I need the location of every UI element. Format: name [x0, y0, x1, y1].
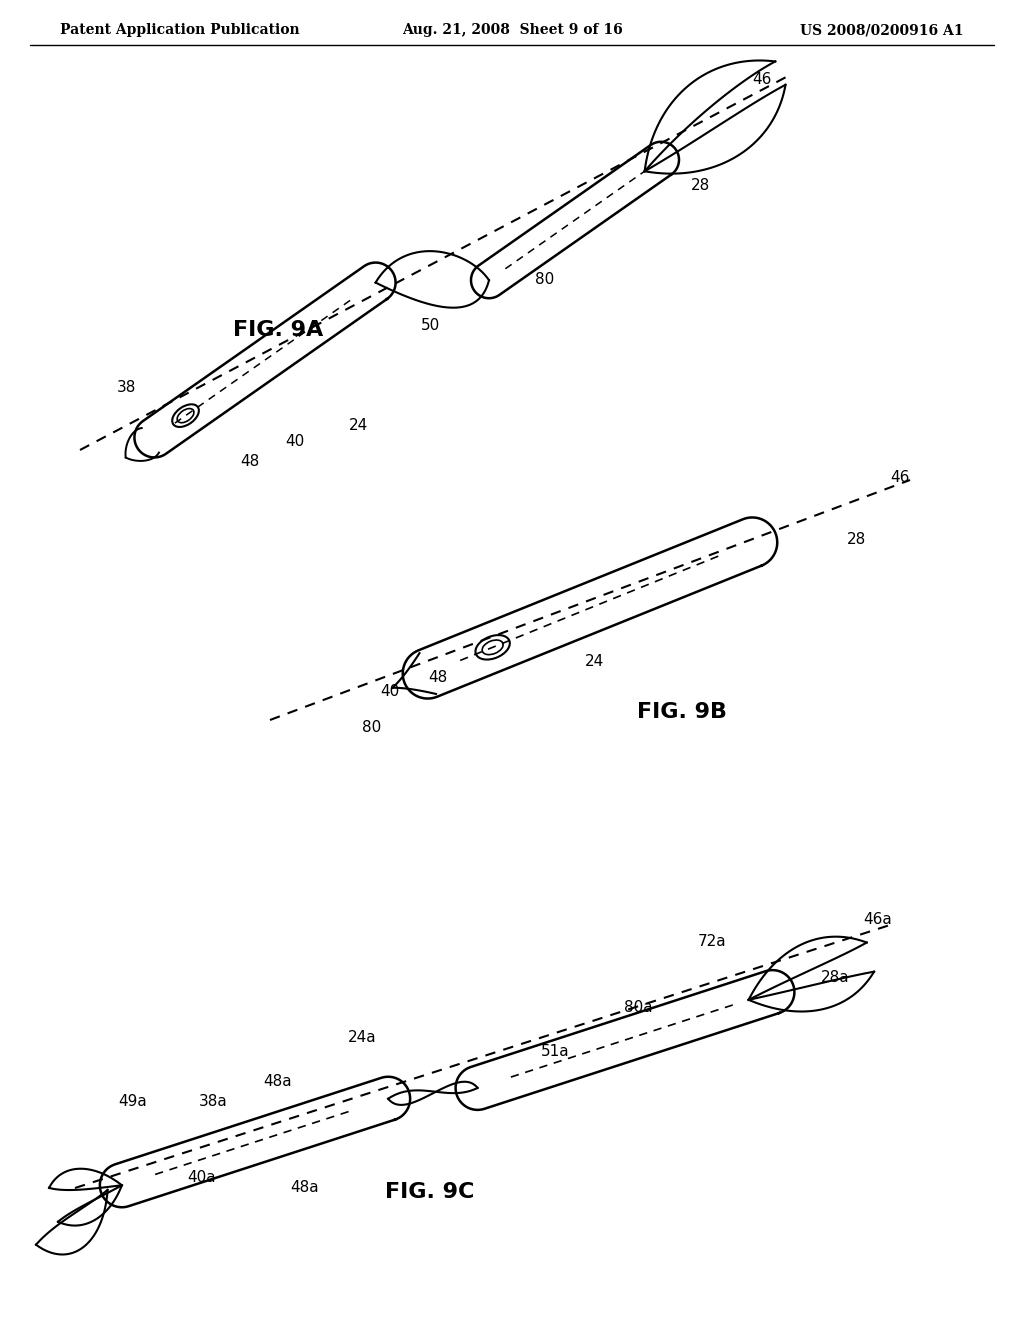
Text: US 2008/0200916 A1: US 2008/0200916 A1 — [801, 22, 964, 37]
Text: Aug. 21, 2008  Sheet 9 of 16: Aug. 21, 2008 Sheet 9 of 16 — [401, 22, 623, 37]
Text: 40: 40 — [286, 434, 304, 450]
Text: 40a: 40a — [187, 1170, 216, 1184]
Text: 48a: 48a — [291, 1180, 319, 1195]
Text: 46: 46 — [753, 73, 772, 87]
Text: 28a: 28a — [820, 970, 849, 986]
Text: 72a: 72a — [697, 935, 726, 949]
Text: 24: 24 — [348, 417, 368, 433]
Text: 28: 28 — [848, 532, 866, 548]
Text: 28: 28 — [690, 177, 710, 193]
Text: 38a: 38a — [199, 1094, 227, 1110]
Text: 51a: 51a — [541, 1044, 569, 1060]
Text: 48: 48 — [241, 454, 260, 470]
Text: 80: 80 — [362, 721, 382, 735]
Text: 48a: 48a — [264, 1074, 292, 1089]
Text: 80: 80 — [536, 272, 555, 288]
Text: 38: 38 — [118, 380, 136, 396]
Text: FIG. 9A: FIG. 9A — [232, 319, 324, 341]
Text: 48: 48 — [428, 671, 447, 685]
Text: 24: 24 — [586, 655, 604, 669]
Text: FIG. 9C: FIG. 9C — [385, 1181, 475, 1203]
Text: 40: 40 — [380, 685, 399, 700]
Text: 46a: 46a — [863, 912, 892, 928]
Text: 24a: 24a — [348, 1031, 376, 1045]
Text: 46: 46 — [890, 470, 909, 484]
Text: Patent Application Publication: Patent Application Publication — [60, 22, 300, 37]
Text: 80a: 80a — [624, 1001, 652, 1015]
Text: 50: 50 — [421, 318, 439, 333]
Text: FIG. 9B: FIG. 9B — [637, 702, 727, 722]
Text: 49a: 49a — [119, 1094, 147, 1110]
